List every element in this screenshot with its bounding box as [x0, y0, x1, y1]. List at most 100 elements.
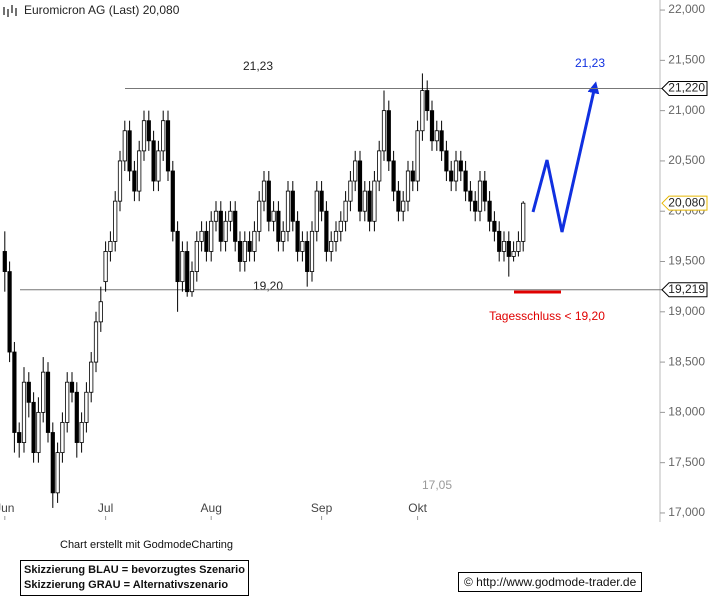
- candle-body: [501, 240, 507, 252]
- candle-body: [516, 240, 521, 252]
- candle-body: [12, 351, 17, 433]
- candle-body: [45, 371, 51, 433]
- candle-body: [396, 190, 401, 212]
- candle-body: [420, 90, 425, 132]
- candle-body: [252, 230, 257, 252]
- candle-body: [50, 432, 55, 494]
- candle-body: [410, 170, 415, 182]
- candle-body: [367, 190, 372, 222]
- x-tick-label: Aug: [201, 501, 222, 515]
- candle-body: [314, 190, 319, 232]
- candle-body: [281, 230, 286, 242]
- candle-body: [7, 271, 12, 353]
- annotation: 21,23: [575, 56, 605, 70]
- candle-body: [113, 200, 118, 242]
- y-tick-label: 17,500: [668, 455, 705, 469]
- candle-body: [276, 210, 281, 242]
- candle-body: [348, 180, 353, 202]
- candle-body: [93, 321, 99, 363]
- candle-body: [165, 120, 171, 172]
- chart-title: Euromicron AG (Last) 20,080: [24, 3, 180, 17]
- candle-body: [405, 170, 411, 202]
- candle-body: [290, 190, 295, 222]
- candle-body: [199, 230, 204, 242]
- candle-body: [343, 200, 348, 222]
- candle-body: [108, 240, 113, 252]
- title-icon: [3, 5, 17, 17]
- candle-body: [41, 371, 46, 413]
- candle-body: [329, 240, 334, 252]
- chart: Euromicron AG (Last) 20,080 21,23 19,20 …: [0, 0, 708, 522]
- candle-body: [185, 251, 190, 293]
- candle-body: [463, 170, 468, 192]
- candle-body: [338, 220, 343, 232]
- y-tick-label: 22,000: [668, 2, 705, 16]
- candle-body: [295, 220, 300, 252]
- candle-body: [189, 271, 195, 293]
- x-tick-label: Jul: [98, 501, 113, 515]
- candle-body: [175, 230, 180, 283]
- candle-body: [429, 110, 435, 142]
- candle-body: [357, 160, 363, 212]
- candle-body: [309, 230, 315, 272]
- price-tag-label: 21,220: [668, 81, 705, 95]
- candle-body: [204, 230, 209, 252]
- y-tick-label: 21,500: [668, 53, 705, 67]
- candle-body: [60, 422, 65, 454]
- x-tick-label: Sep: [311, 501, 333, 515]
- candle-body: [372, 180, 377, 222]
- candle-body: [146, 120, 151, 142]
- candle-body: [511, 251, 516, 257]
- candle-body: [89, 361, 94, 393]
- annotation: 19,20: [253, 279, 283, 293]
- scenario-path: [531, 81, 600, 233]
- price-tag-label: 20,080: [668, 195, 705, 209]
- price-tag: [661, 282, 708, 298]
- candle-body: [74, 391, 79, 443]
- candle-body: [161, 120, 166, 152]
- candle-body: [477, 180, 483, 212]
- candle-body: [137, 150, 142, 192]
- candle-body: [233, 210, 238, 242]
- candle-body: [36, 411, 41, 454]
- candle-body: [324, 210, 329, 252]
- candle-body: [458, 160, 463, 172]
- candle-body: [151, 140, 156, 182]
- price-tag-label: 19,219: [668, 282, 705, 296]
- y-tick-label: 20,500: [668, 153, 705, 167]
- candle-body: [386, 110, 391, 162]
- candle-body: [333, 230, 339, 242]
- candle-body: [247, 240, 252, 252]
- candle-body: [170, 170, 175, 232]
- candle-body: [21, 381, 27, 443]
- footer-note: Chart erstellt mit GodmodeCharting: [60, 539, 234, 551]
- legend-text: Skizzierung BLAU = bevorzugtes Szenario: [24, 564, 245, 576]
- candle-body: [271, 210, 276, 222]
- candle-body: [218, 210, 223, 242]
- y-tick-label: 18,500: [668, 354, 705, 368]
- candle-body: [319, 190, 324, 212]
- candle-body: [242, 240, 247, 262]
- candle-body: [65, 381, 70, 423]
- annotation: 21,23: [243, 59, 273, 73]
- candle-body: [257, 200, 262, 232]
- candle-body: [521, 202, 526, 242]
- candle-body: [439, 130, 444, 152]
- candle-body: [453, 160, 459, 182]
- candle-body: [449, 170, 454, 182]
- candle-body: [122, 130, 127, 162]
- copyright: © http://www.godmode-trader.de: [458, 572, 643, 592]
- candle-body: [353, 160, 358, 182]
- candle-body: [444, 150, 449, 172]
- candle-body: [434, 130, 439, 142]
- price-tag: [661, 195, 708, 211]
- candle-body: [194, 240, 199, 272]
- candle-body: [362, 190, 367, 212]
- annotation: 17,05: [422, 478, 452, 492]
- candle-body: [266, 180, 271, 222]
- candle-body: [237, 240, 243, 262]
- y-tick-label: 18,000: [668, 405, 705, 419]
- candle-body: [381, 110, 387, 152]
- candle-body: [127, 130, 132, 172]
